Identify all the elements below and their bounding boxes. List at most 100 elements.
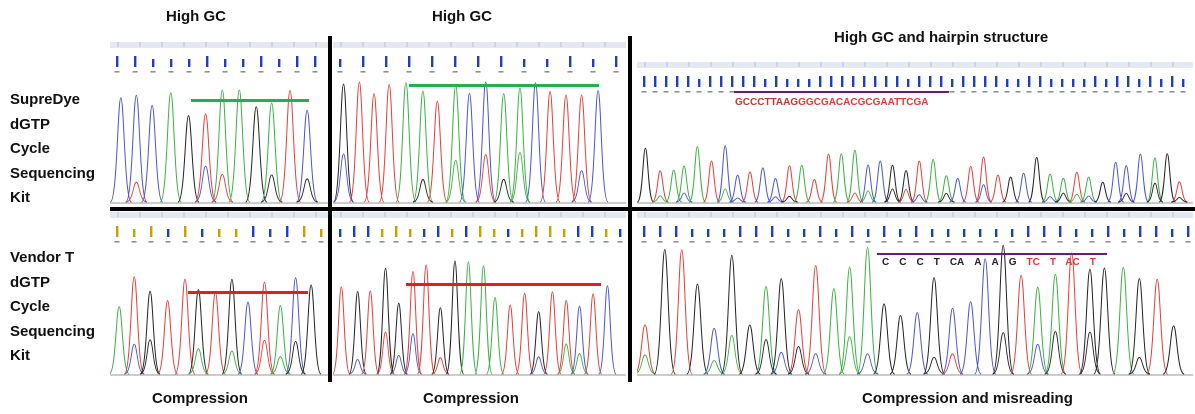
trace-peak: [333, 83, 354, 203]
base-call-index: [1185, 241, 1191, 243]
trace-peak: [906, 312, 929, 375]
base-call-mark: [1091, 229, 1094, 237]
base-call-index: [1147, 91, 1153, 93]
trace-peak-minor: [529, 356, 548, 375]
base-call-mark: [218, 229, 221, 237]
trace-peak: [583, 293, 603, 375]
row-label-bottom: Vendor T dGTP Cycle Sequencing Kit: [10, 246, 95, 369]
trace-peak: [938, 175, 955, 203]
trace-peak: [1080, 176, 1097, 203]
trace-peak-minor: [675, 192, 693, 203]
base-call-index: [1158, 91, 1164, 93]
trace-peak: [670, 249, 693, 375]
base-call-index: [1057, 241, 1063, 243]
trace-peak-minor: [846, 192, 863, 203]
chromatogram-svg: C C C T CA A A G TC T AC T: [637, 212, 1193, 376]
base-call-mark: [188, 59, 191, 67]
trace-peak: [348, 81, 370, 203]
base-call-index: [1037, 91, 1043, 93]
trace-peak: [653, 249, 676, 375]
base-call-mark: [1072, 79, 1075, 87]
trace-peak-minor: [787, 346, 810, 375]
row-label-bottom-line: Kit: [10, 347, 30, 364]
chromatogram-top-3: GCCCTTAAGGGCGACACGCGAATTCGA: [637, 62, 1193, 208]
base-call-mark: [819, 76, 822, 87]
base-call-mark: [885, 76, 888, 87]
trace-peak: [959, 301, 982, 375]
base-call-mark: [465, 226, 468, 237]
trace-peak-minor: [897, 188, 915, 203]
trace-peak-minor: [805, 353, 827, 375]
base-call-index: [186, 71, 192, 73]
trace-peak: [780, 165, 799, 203]
trace-peak: [1002, 176, 1019, 203]
base-call-mark: [1059, 226, 1062, 237]
trace-peak: [856, 246, 879, 375]
trace-peak-minor: [637, 354, 656, 375]
trace-peak: [651, 170, 669, 203]
base-call-index: [737, 241, 743, 243]
base-call-mark: [546, 59, 549, 67]
base-call-index: [707, 91, 713, 93]
base-call-mark: [771, 226, 774, 237]
base-call-mark: [353, 226, 356, 237]
trace-peak-minor: [856, 353, 879, 375]
trace-peak: [720, 254, 743, 375]
base-call-mark: [523, 59, 526, 67]
base-call-mark: [819, 226, 822, 237]
base-call-mark: [808, 79, 811, 87]
trace-peak: [237, 301, 259, 375]
trace-peak-minor: [403, 333, 423, 375]
trace-peak: [822, 288, 845, 375]
trace-peak: [159, 92, 182, 203]
sequence-bottom-run: CA: [950, 257, 964, 268]
base-call-index: [365, 241, 371, 243]
base-call-index: [379, 241, 385, 243]
trace-peak: [992, 244, 1015, 375]
base-call-mark: [367, 226, 370, 237]
base-call-index: [132, 71, 138, 73]
trace-peak-minor: [755, 339, 777, 375]
sequence-bottom-run: A: [974, 257, 981, 268]
trace-peak-minor: [767, 196, 784, 203]
base-call-mark: [659, 226, 662, 237]
sequence-bottom-run: AC: [1065, 257, 1079, 268]
base-call-index: [1015, 91, 1021, 93]
base-call-index: [1114, 91, 1120, 93]
trace-peak: [587, 90, 609, 203]
base-call-mark: [962, 76, 965, 87]
trace-peak: [738, 324, 761, 375]
base-call-index: [1153, 241, 1159, 243]
chromatogram-svg: [110, 212, 328, 376]
base-call-mark: [918, 76, 921, 87]
trace-peak-minor: [348, 359, 367, 375]
row-label-top-line: SupreDye: [10, 91, 81, 108]
base-call-mark: [521, 229, 524, 237]
header-col2: High GC: [432, 8, 492, 25]
row-label-top-line: Sequencing: [10, 164, 96, 182]
base-call-mark: [786, 79, 789, 87]
base-call-index: [1025, 241, 1031, 243]
trace-peak: [529, 311, 548, 375]
base-call-mark: [940, 76, 943, 87]
base-call-mark: [896, 76, 899, 87]
trace-peak-minor: [1080, 195, 1097, 203]
trace-peak: [110, 306, 130, 375]
row-label-top-line: Cycle: [10, 140, 51, 157]
trace-peak: [923, 277, 946, 375]
base-call-mark: [592, 59, 595, 67]
trace-peak: [459, 261, 478, 375]
trace-peak: [1146, 157, 1164, 203]
trace-peak: [187, 289, 209, 375]
base-call-mark: [995, 229, 998, 237]
trace-peak: [974, 156, 993, 203]
trace-peak: [1107, 161, 1125, 203]
sequence-bottom: C C C T CA A A G TC T AC T: [882, 257, 1096, 268]
region-marker: [409, 84, 599, 87]
trace-peak: [125, 94, 148, 203]
base-call-index: [505, 241, 511, 243]
base-call-mark: [723, 229, 726, 237]
trace-peak: [403, 270, 423, 375]
base-call-mark: [676, 76, 679, 87]
base-call-mark: [1155, 226, 1158, 237]
